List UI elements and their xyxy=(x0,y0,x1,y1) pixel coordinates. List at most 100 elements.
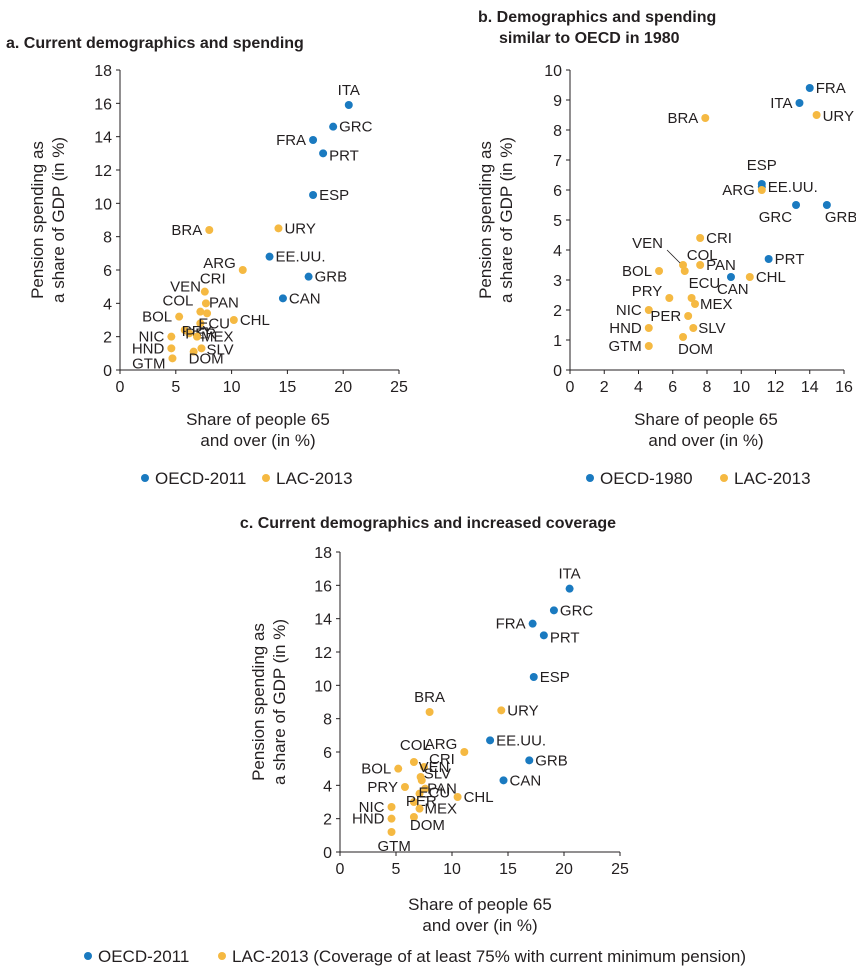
y-axis-title: Pension spending as a share of GDP (in %) xyxy=(476,137,516,303)
point-label-can: CAN xyxy=(510,772,542,789)
x-tick-label: 15 xyxy=(499,861,517,878)
data-point-prt xyxy=(319,149,328,158)
y-tick-label: 8 xyxy=(103,230,112,247)
data-point-pry xyxy=(400,783,409,791)
point-label-per: PER xyxy=(406,793,437,810)
legend-marker xyxy=(720,474,728,482)
y-axis-title-line: a share of GDP (in %) xyxy=(497,137,516,303)
point-label-arg: ARG xyxy=(722,182,755,199)
series-lac-2013: BRA URY ARG CRI VEN COL BOL PAN CHL ECU PRY MEX NIC P… xyxy=(608,108,854,358)
point-label-gtm: GTM xyxy=(608,338,641,355)
point-label-hnd: HND xyxy=(352,811,385,828)
series-oecd-2011: ITA GRC FRA PRT ESP EE.UU. GRB CAN xyxy=(265,82,373,307)
point-label-esp: ESP xyxy=(319,187,349,204)
data-point-chl xyxy=(453,793,462,801)
point-label-dom: DOM xyxy=(678,341,713,358)
point-label-ita: ITA xyxy=(338,82,360,99)
point-label-can: CAN xyxy=(289,290,321,307)
point-label-pry: PRY xyxy=(632,283,663,300)
point-label-slv: SLV xyxy=(206,341,233,358)
y-tick-label: 6 xyxy=(323,745,332,762)
point-label-bra: BRA xyxy=(171,222,202,239)
point-label-chl: CHL xyxy=(756,269,786,286)
data-point-fra xyxy=(805,84,814,92)
point-label-grb: GRB xyxy=(315,269,348,286)
y-tick-label: 0 xyxy=(103,363,112,380)
legend-label: OECD-2011 xyxy=(98,947,189,966)
y-tick-label: 2 xyxy=(323,812,332,829)
point-label-ecu: ECU xyxy=(419,785,451,802)
data-point-bol xyxy=(394,764,403,773)
data-point-fra xyxy=(309,136,318,144)
chart-panel-a: a. Current demographics and spending 0 2 4 6… xyxy=(6,35,408,488)
y-tick-label: 3 xyxy=(553,273,562,290)
point-label-hnd: HND xyxy=(132,340,165,357)
x-tick-label: 4 xyxy=(634,379,643,396)
point-label-mex: MEX xyxy=(201,329,234,346)
point-label-ita: ITA xyxy=(770,95,792,112)
legend-label: LAC-2013 xyxy=(734,469,811,488)
point-label-ee-uu: EE.UU. xyxy=(496,732,546,749)
x-tick-label: 10 xyxy=(223,379,241,396)
x-tick-label: 8 xyxy=(703,379,712,396)
data-point-col xyxy=(409,758,418,766)
point-label-col: COL xyxy=(400,737,431,754)
point-label-can: CAN xyxy=(717,281,749,298)
y-axis-title-line: a share of GDP (in %) xyxy=(270,619,289,785)
legend-label: OECD-2011 xyxy=(155,469,246,488)
data-point-mex xyxy=(193,332,202,341)
point-label-chl: CHL xyxy=(464,789,494,806)
data-point-cri xyxy=(420,763,428,771)
y-tick-label: 9 xyxy=(553,93,562,110)
data-point-cri xyxy=(200,287,209,296)
point-label-mex: MEX xyxy=(425,801,458,818)
data-point-fra xyxy=(528,619,537,628)
data-point-ita xyxy=(565,584,574,593)
data-point-pry xyxy=(665,294,674,302)
point-label-arg: ARG xyxy=(425,736,458,753)
data-point-per xyxy=(409,798,418,806)
point-label-slv: SLV xyxy=(424,765,451,782)
point-label-arg: ARG xyxy=(203,255,236,272)
chart-panel-c: c. Current demographics and increased co… xyxy=(84,515,746,966)
y-tick-label: 2 xyxy=(553,303,562,320)
data-point-col xyxy=(680,267,689,275)
data-point-can xyxy=(499,776,508,785)
x-axis-title-line: and over (in %) xyxy=(648,431,763,450)
x-tick-label: 20 xyxy=(555,861,573,878)
point-label-bra: BRA xyxy=(667,110,698,127)
y-axis-title-line: Pension spending as xyxy=(28,141,47,299)
leader-line xyxy=(666,249,681,264)
data-point-arg xyxy=(238,266,247,274)
data-point-ee-uu xyxy=(486,736,495,745)
point-label-cri: CRI xyxy=(200,271,226,288)
x-tick-label: 0 xyxy=(336,861,345,878)
y-tick-label: 6 xyxy=(103,263,112,280)
x-tick-label: 5 xyxy=(392,861,401,878)
data-point-nic xyxy=(387,803,396,811)
x-axis-title-line: Share of people 65 xyxy=(408,895,552,914)
chart-title: c. Current demographics and increased co… xyxy=(240,515,616,532)
point-label-fra: FRA xyxy=(496,616,526,633)
data-point-hnd xyxy=(644,324,653,332)
data-point-pan xyxy=(203,309,212,318)
y-tick-label: 1 xyxy=(553,333,562,350)
data-point-bra xyxy=(425,708,434,716)
point-label-dom: DOM xyxy=(189,351,224,368)
point-label-gtm: GTM xyxy=(132,355,165,372)
data-point-chl xyxy=(745,273,754,281)
data-point-can xyxy=(278,294,287,303)
point-label-gtm: GTM xyxy=(378,838,411,855)
chart-title: b. Demographics and spending xyxy=(478,9,716,26)
data-point-ita xyxy=(795,99,804,107)
y-tick-label: 10 xyxy=(544,63,562,80)
x-tick-label: 2 xyxy=(600,379,609,396)
legend-marker xyxy=(586,474,594,482)
x-tick-label: 14 xyxy=(801,379,819,396)
y-tick-label: 16 xyxy=(314,578,332,595)
point-label-slv: SLV xyxy=(698,320,725,337)
data-point-ven xyxy=(679,261,688,269)
data-point-arg xyxy=(460,748,469,756)
point-label-ee-uu: EE.UU. xyxy=(276,249,326,266)
